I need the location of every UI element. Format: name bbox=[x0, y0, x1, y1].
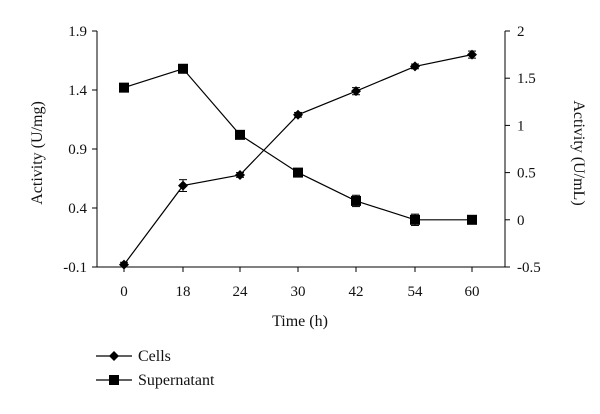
cells-point bbox=[410, 61, 420, 72]
axes: -0.1 0.4 0.9 1.4 1.9 -0.5 0 0.5 1 1.5 2 0 18 24 30 42 54… bbox=[63, 24, 541, 300]
legend-supernatant-square-icon bbox=[109, 375, 119, 385]
cells-point bbox=[293, 109, 303, 120]
y-left-tick-label: 1.4 bbox=[68, 83, 87, 99]
legend-supernatant-label: Supernatant bbox=[138, 372, 215, 389]
x-tick-label: 42 bbox=[349, 284, 364, 300]
series-layer bbox=[119, 49, 477, 270]
legend: Cells Supernatant bbox=[96, 348, 215, 389]
cells-point bbox=[467, 49, 477, 60]
x-tick-label: 24 bbox=[233, 284, 249, 300]
supernatant-point bbox=[351, 195, 361, 206]
y-right-tick-label: 0.5 bbox=[517, 166, 536, 182]
y-right-tick-label: 0 bbox=[517, 213, 525, 229]
y-left-tick-label: 0.4 bbox=[68, 201, 87, 217]
y-right-tick-label: 1.5 bbox=[517, 71, 536, 87]
y-left-tick-label: 1.9 bbox=[68, 24, 87, 40]
x-tick-label: 18 bbox=[176, 284, 191, 300]
cells-point bbox=[178, 180, 188, 191]
y-right-tick-label: 2 bbox=[517, 24, 525, 40]
cells-line bbox=[123, 54, 473, 265]
supernatant-point bbox=[467, 214, 477, 225]
x-axis-title: Time (h) bbox=[272, 313, 328, 330]
x-tick-label: 54 bbox=[408, 284, 424, 300]
legend-cells-label: Cells bbox=[138, 348, 171, 365]
supernatant-point bbox=[119, 82, 129, 93]
y-axis-right-title: Activity (U/mL) bbox=[570, 100, 587, 205]
x-tick-label: 30 bbox=[291, 284, 306, 300]
x-tick-label: 60 bbox=[465, 284, 480, 300]
supernatant-point bbox=[410, 214, 420, 225]
supernatant-point bbox=[235, 129, 245, 140]
supernatant-point bbox=[178, 63, 188, 74]
supernatant-line bbox=[123, 68, 472, 221]
y-left-tick-label: 0.9 bbox=[68, 142, 87, 158]
y-right-tick-label: 1 bbox=[517, 118, 525, 134]
y-axis-left-title: Activity (U/mg) bbox=[29, 101, 46, 205]
y-left-tick-label: -0.1 bbox=[63, 260, 87, 276]
cells-point bbox=[351, 86, 361, 97]
cells-point bbox=[235, 169, 245, 180]
supernatant-point bbox=[293, 167, 303, 178]
legend-cells-diamond-icon bbox=[109, 351, 119, 361]
cells-point bbox=[119, 259, 129, 270]
y-right-tick-label: -0.5 bbox=[517, 260, 541, 276]
x-tick-label: 0 bbox=[120, 284, 128, 300]
